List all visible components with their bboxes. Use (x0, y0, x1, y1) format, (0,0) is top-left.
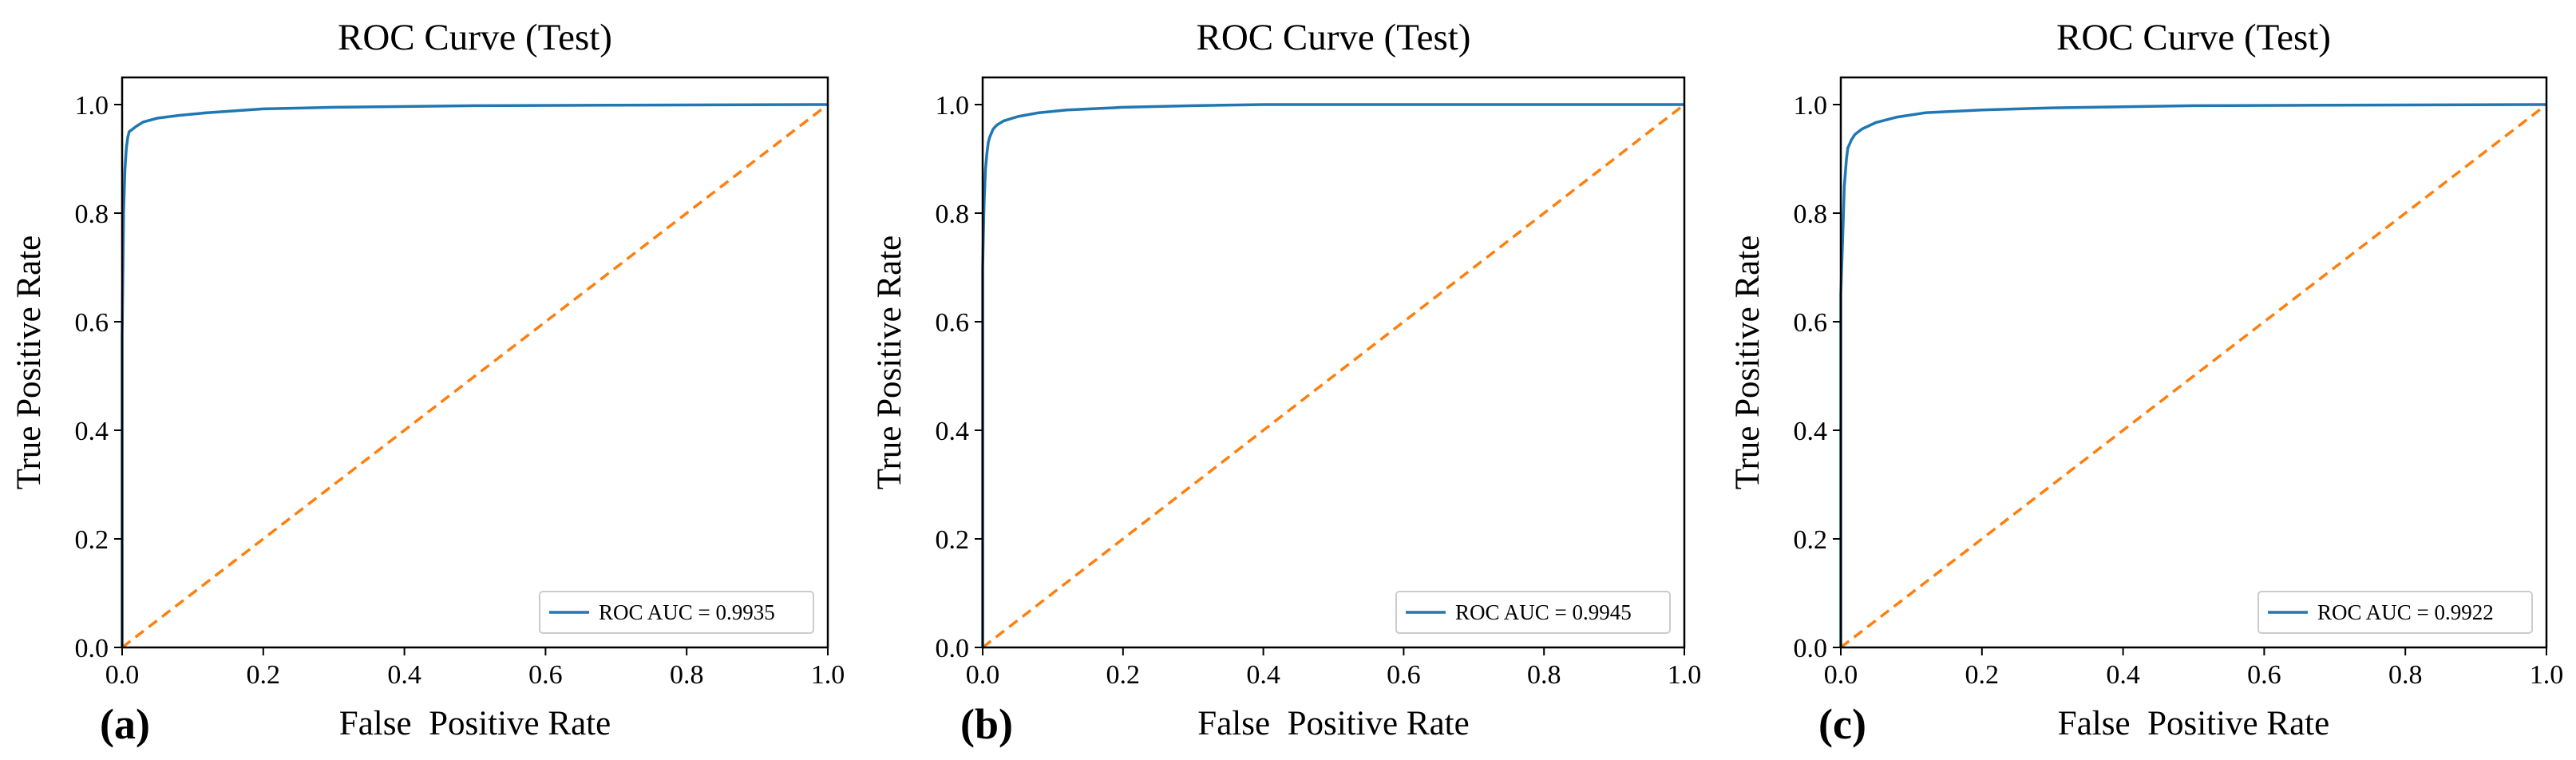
legend: ROC AUC = 0.9922 (2257, 591, 2533, 634)
y-tick-label: 0.8 (936, 200, 970, 229)
legend: ROC AUC = 0.9945 (1395, 591, 1671, 634)
y-tick-label: 0.0 (1794, 634, 1828, 663)
panel-label: (c) (1818, 700, 1866, 748)
x-tick-label: 0.6 (1387, 660, 1421, 690)
x-tick-label: 0.0 (105, 660, 140, 690)
x-tick-label: 0.8 (1527, 660, 1561, 690)
y-axis-label: True Positive Rate (871, 236, 908, 490)
x-tick-label: 1.0 (2530, 660, 2564, 690)
x-tick-label: 1.0 (811, 660, 845, 690)
chart-title: ROC Curve (Test) (338, 17, 612, 58)
y-tick-label: 0.2 (1794, 525, 1828, 555)
x-tick-label: 0.4 (2106, 660, 2140, 690)
plot-frame (121, 76, 829, 649)
chart-title: ROC Curve (Test) (2056, 17, 2331, 58)
roc-panel-1: 0.0 0.2 0.4 0.6 0.8 1.0 0.0 0.2 0.4 0.6 0.8 1.0 ROC … (10, 17, 845, 748)
x-tick-label: 0.4 (387, 660, 421, 690)
y-tick-label: 0.2 (936, 525, 970, 555)
chance-diagonal-line (1839, 103, 2548, 649)
y-tick-label: 1.0 (1794, 91, 1828, 121)
x-tick-label: 0.8 (670, 660, 704, 690)
y-tick-label: 0.4 (936, 417, 970, 446)
x-tick-label: 0.0 (1824, 660, 1858, 690)
x-axis-label: False Positive Rate (1197, 705, 1469, 742)
legend-entry-label: ROC AUC = 0.9922 (2317, 600, 2494, 624)
x-tick-label: 0.6 (2247, 660, 2281, 690)
roc-curve-line (1839, 103, 2547, 647)
x-tick-label: 0.2 (1965, 660, 2000, 690)
y-tick-label: 0.8 (1794, 200, 1828, 229)
x-tick-label: 0.2 (247, 660, 281, 690)
legend-entry-label: ROC AUC = 0.9945 (1455, 600, 1632, 624)
x-tick-label: 1.0 (1668, 660, 1702, 690)
plot-frame (1839, 76, 2548, 649)
y-tick-label: 0.6 (75, 308, 109, 338)
y-axis-label: True Positive Rate (10, 236, 48, 490)
legend-box (2257, 591, 2533, 634)
plot-frame (981, 76, 1686, 649)
legend-box (539, 591, 814, 634)
roc-panel-2: 0.0 0.2 0.4 0.6 0.8 1.0 0.0 0.2 0.4 0.6 0.8 1.0 ROC … (871, 17, 1701, 748)
y-tick-label: 0.2 (75, 525, 109, 555)
roc-panel-3: 0.0 0.2 0.4 0.6 0.8 1.0 0.0 0.2 0.4 0.6 0.8 1.0 ROC … (1729, 17, 2563, 748)
x-axis-label: False Positive Rate (339, 705, 611, 742)
x-axis-label: False Positive Rate (2058, 705, 2329, 742)
roc-curve-line (121, 103, 829, 647)
y-tick-label: 0.8 (75, 200, 109, 229)
y-tick-label: 0.4 (75, 417, 109, 446)
panel-label: (b) (960, 700, 1013, 748)
y-tick-label: 0.4 (1794, 417, 1828, 446)
y-tick-label: 1.0 (75, 91, 109, 121)
x-tick-label: 0.6 (528, 660, 563, 690)
chance-diagonal-line (981, 103, 1686, 649)
roc-curve-line (981, 103, 1684, 647)
y-tick-label: 0.0 (936, 634, 970, 663)
x-tick-label: 0.2 (1106, 660, 1141, 690)
y-tick-label: 0.0 (75, 634, 109, 663)
chance-diagonal-line (121, 103, 829, 649)
x-tick-label: 0.8 (2388, 660, 2423, 690)
chart-title: ROC Curve (Test) (1197, 17, 1471, 58)
legend-entry-label: ROC AUC = 0.9935 (599, 600, 775, 624)
legend-box (1395, 591, 1671, 634)
y-tick-label: 0.6 (936, 308, 970, 338)
legend: ROC AUC = 0.9935 (539, 591, 814, 634)
x-tick-label: 0.0 (966, 660, 1000, 690)
y-axis-label: True Positive Rate (1729, 236, 1767, 490)
panel-label: (a) (100, 700, 150, 748)
y-tick-label: 1.0 (936, 91, 970, 121)
y-tick-label: 0.6 (1794, 308, 1828, 338)
x-tick-label: 0.4 (1246, 660, 1280, 690)
